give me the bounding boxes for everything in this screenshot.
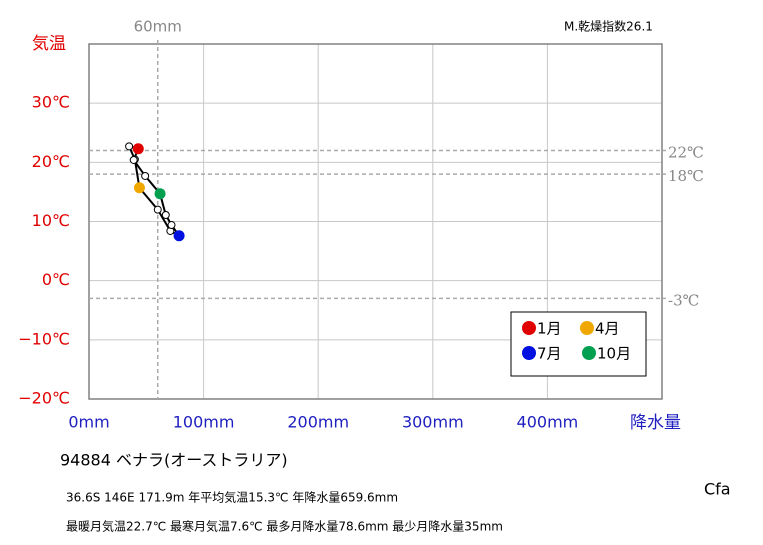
legend-marker	[582, 346, 596, 360]
x-tick-label: 300mm	[402, 413, 464, 432]
legend-label: 7月	[537, 345, 562, 363]
info-line: 36.6S 146E 171.9m 年平均気温15.3℃ 年降水量659.6mm	[66, 490, 398, 505]
month-point	[167, 221, 176, 230]
month-point	[125, 142, 134, 151]
x-axis-label: 降水量	[630, 413, 681, 433]
month-point	[173, 230, 185, 242]
month-point	[161, 210, 170, 219]
info-line: 最暖月気温22.7℃ 最寒月気温7.6℃ 最多月降水量78.6mm 最少月降水量…	[66, 519, 503, 534]
y-tick-label: −10℃	[18, 329, 70, 348]
month-point	[141, 171, 150, 180]
legend-marker	[580, 321, 594, 335]
legend-label: 4月	[595, 320, 620, 338]
y-tick-label: 10℃	[32, 211, 70, 230]
reference-label: 18℃	[668, 167, 704, 185]
month-point	[154, 188, 166, 200]
month-point	[132, 143, 144, 155]
reference-label: 60mm	[134, 18, 182, 36]
x-tick-label: 0mm	[68, 413, 109, 432]
legend-marker	[522, 321, 536, 335]
legend-label: 10月	[597, 345, 631, 363]
month-point	[129, 155, 138, 164]
plot-border	[88, 43, 663, 400]
climate-class: Cfa	[704, 480, 731, 499]
legend-marker	[522, 346, 536, 360]
reference-label: -3℃	[668, 291, 699, 309]
month-point	[133, 182, 145, 194]
reference-label: 22℃	[668, 144, 704, 162]
x-tick-label: 200mm	[287, 413, 349, 432]
x-tick-label: 100mm	[173, 413, 235, 432]
y-tick-label: 30℃	[32, 93, 70, 112]
aridity-index: M.乾燥指数26.1	[564, 19, 653, 34]
month-point	[153, 205, 162, 214]
station: 94884 ベナラ(オーストラリア)	[60, 451, 288, 470]
y-axis-label: 気温	[32, 34, 66, 54]
x-tick-label: 400mm	[517, 413, 579, 432]
y-tick-label: 20℃	[32, 152, 70, 171]
legend-label: 1月	[537, 320, 562, 338]
y-tick-label: 0℃	[42, 270, 70, 289]
y-tick-label: −20℃	[18, 389, 70, 408]
